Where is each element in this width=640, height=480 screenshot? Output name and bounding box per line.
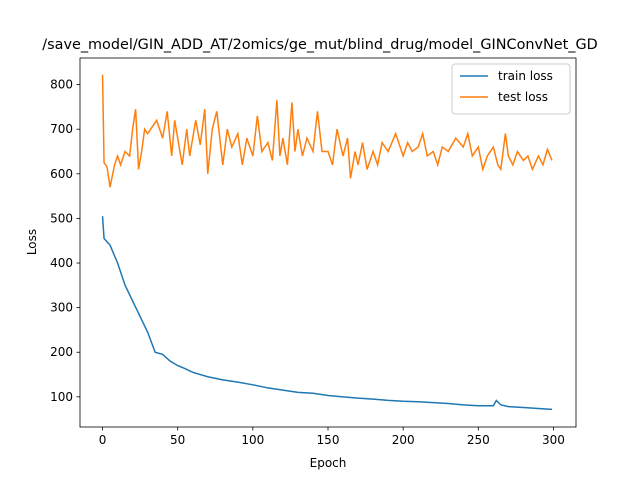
x-tick-label: 200 [392,433,415,447]
y-tick-label: 200 [50,345,73,359]
y-tick-label: 700 [50,122,73,136]
y-tick-label: 300 [50,301,73,315]
legend-label: test loss [498,90,548,104]
chart-title: /save_model/GIN_ADD_AT/2omics/ge_mut/bli… [42,37,597,53]
x-tick-label: 100 [241,433,264,447]
x-tick-label: 250 [467,433,490,447]
y-tick-label: 800 [50,78,73,92]
plot-frame [79,57,577,428]
x-axis-label: Epoch [310,456,347,470]
series-line [101,216,553,411]
y-tick-label: 100 [50,390,73,404]
legend: train loss test loss [451,63,571,115]
y-axis-label: Loss [25,229,39,255]
y-tick-label: 400 [50,256,73,270]
x-tick-label: 300 [542,433,565,447]
x-tick-label: 50 [170,433,185,447]
series-line [101,74,553,188]
x-tick-label: 150 [317,433,340,447]
y-tick-label: 600 [50,167,73,181]
x-tick-label: 0 [99,433,107,447]
legend-label: train loss [498,69,553,83]
y-tick-label: 500 [50,211,73,225]
